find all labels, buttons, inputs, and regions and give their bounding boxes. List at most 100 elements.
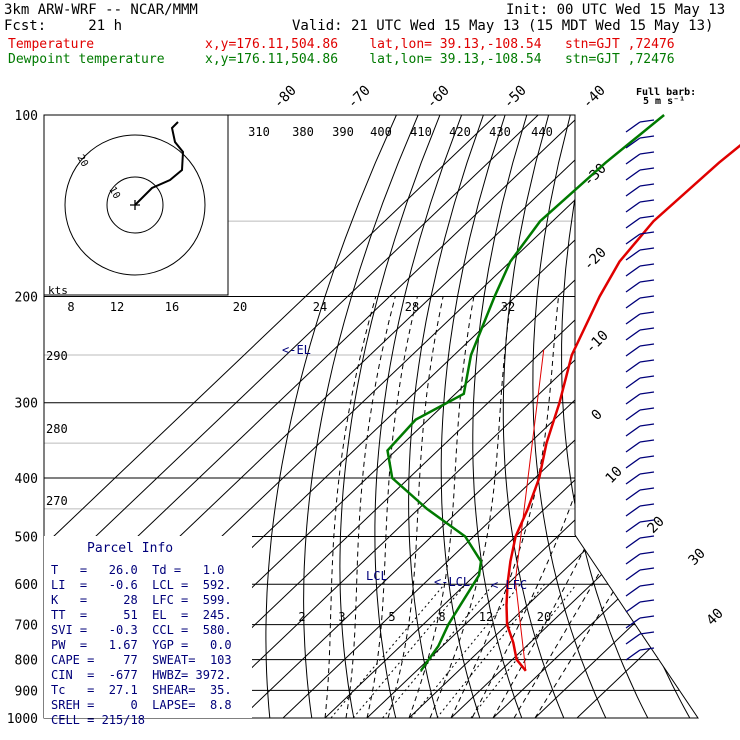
- hodograph-unit-label: kts: [48, 284, 68, 297]
- dry-adiabat: [374, 115, 463, 718]
- hodograph-ring: [64, 134, 206, 276]
- moist-adiabat: [324, 296, 377, 718]
- parcel-info-panel: [44, 536, 252, 718]
- wind-barb-icon: [625, 295, 655, 309]
- wind-barb-icon: [625, 279, 655, 293]
- pressure-label-1000: 1000: [7, 712, 38, 727]
- theta-label-left: 290: [46, 349, 68, 363]
- wind-barb-icon: [625, 423, 655, 437]
- hodograph-speed-label: 20: [233, 300, 247, 314]
- isotherm-label: -70: [345, 83, 374, 112]
- hodograph-ring-label: 20: [74, 153, 90, 169]
- pressure-label-300: 300: [15, 397, 38, 412]
- parcel-info-row: CAPE = 77 SWEAT= 103: [51, 653, 232, 667]
- pressure-label-800: 800: [15, 654, 38, 669]
- isotherm-label: -10: [583, 328, 612, 357]
- dewpoint-legend: Dewpoint temperature: [8, 52, 165, 67]
- mixing-ratio-label: 5: [388, 610, 395, 624]
- mixing-ratio-label: 8: [438, 610, 445, 624]
- theta-label: 430: [489, 125, 511, 139]
- wind-barb-icon: [625, 231, 655, 245]
- parcel-info-row: LI = -0.6 LCL = 592.: [51, 578, 232, 592]
- parcel-info-row: T = 26.0 Td = 1.0: [51, 563, 224, 577]
- isotherm-label: -40: [580, 83, 609, 112]
- mixing-ratio-line: [470, 583, 577, 718]
- theta-label: 400: [370, 125, 392, 139]
- dry-adiabat: [502, 115, 565, 718]
- wind-barb-icon: [625, 599, 655, 613]
- dry-adiabat: [265, 115, 397, 718]
- parcel-info-row: SREH = 0 LAPSE= 8.8: [51, 698, 232, 712]
- dewpoint-profile: [386, 114, 665, 672]
- moist-adiabat: [366, 296, 418, 718]
- pressure-label-500: 500: [15, 530, 38, 545]
- isotherm-label: 40: [704, 606, 727, 629]
- hodograph-ring: [106, 176, 164, 234]
- el-marker: <-EL: [282, 343, 311, 357]
- isotherm-label: 20: [645, 514, 668, 537]
- wind-barb-icon: [625, 391, 655, 405]
- isotherm-line: [198, 115, 698, 718]
- parcel-info-row: CELL = 215/18: [51, 713, 145, 727]
- pressure-label-600: 600: [15, 578, 38, 593]
- isotherm-line: [492, 115, 698, 718]
- dry-adiabat: [668, 115, 698, 718]
- wind-barb-icon: [625, 151, 655, 165]
- parcel-path: [514, 349, 545, 671]
- lfc-marker: < LFC: [491, 578, 527, 592]
- dry-adiabat: [303, 115, 419, 718]
- pressure-label-200: 200: [15, 291, 38, 306]
- isotherm-label: -20: [581, 245, 610, 274]
- moist-adiabat: [471, 296, 618, 718]
- wind-barb-legend: Full barb:: [636, 87, 696, 98]
- hodograph-speed-label: 16: [165, 300, 179, 314]
- moist-adiabat: [408, 296, 475, 718]
- parcel-info-row: PW = 1.67 YGP = 0.0: [51, 638, 232, 652]
- wind-barb-icon: [625, 519, 655, 533]
- wind-barb-icon: [625, 503, 655, 517]
- wind-barb-icon: [625, 567, 655, 581]
- isotherm-line: [44, 115, 539, 718]
- lcl-arrow-marker: <-LCL: [434, 575, 470, 589]
- wind-barb-icon: [625, 551, 655, 565]
- lcl-marker: LCL: [366, 569, 388, 583]
- parcel-info-row: SVI = -0.3 CCL = 580.: [51, 623, 232, 637]
- theta-label: 440: [531, 125, 553, 139]
- wind-barb-icon: [625, 375, 655, 389]
- wind-barb-unit: 5 m s⁻¹: [643, 96, 685, 107]
- theta-label: 380: [292, 125, 314, 139]
- wind-barb-icon: [625, 359, 655, 373]
- isotherm-label: -80: [271, 83, 300, 112]
- wind-barb-icon: [625, 263, 655, 277]
- dry-adiabat: [408, 115, 484, 718]
- wind-barb-icon: [625, 455, 655, 469]
- dry-adiabat: [339, 115, 441, 718]
- dry-adiabat: [532, 115, 607, 718]
- mixing-ratio-line: [436, 583, 545, 718]
- wind-barb-icon: [625, 583, 655, 597]
- parcel-info-row: TT = 51 EL = 245.: [51, 608, 232, 622]
- wind-barb-icon: [625, 215, 655, 229]
- wind-barb-icon: [625, 327, 655, 341]
- dry-adiabat: [718, 115, 740, 718]
- isotherm-line: [408, 115, 698, 718]
- moist-adiabat: [345, 296, 396, 718]
- dry-adiabat: [472, 115, 528, 718]
- mixing-ratio-label: 2: [298, 610, 305, 624]
- isotherm-label: 10: [603, 464, 626, 487]
- isotherm-label: -30: [581, 161, 610, 190]
- moist-adiabat: [387, 296, 444, 718]
- temperature-profile: [505, 143, 740, 672]
- dry-adiabat: [588, 115, 691, 718]
- mixing-ratio-line: [330, 583, 445, 718]
- wind-barb-icon: [625, 439, 655, 453]
- wind-barb-icon: [625, 199, 655, 213]
- pressure-label-700: 700: [15, 619, 38, 634]
- pressure-label-900: 900: [15, 684, 38, 699]
- dewpoint-point-info: x,y=176.11,504.86 lat,lon= 39.13,-108.54…: [205, 52, 675, 67]
- hodograph-ring-label: 10: [106, 185, 122, 201]
- isotherm-line: [44, 115, 497, 718]
- temperature-point-info: x,y=176.11,504.86 lat,lon= 39.13,-108.54…: [205, 37, 675, 52]
- parcel-info-title: Parcel Info: [87, 541, 173, 556]
- isotherm-line: [240, 115, 698, 718]
